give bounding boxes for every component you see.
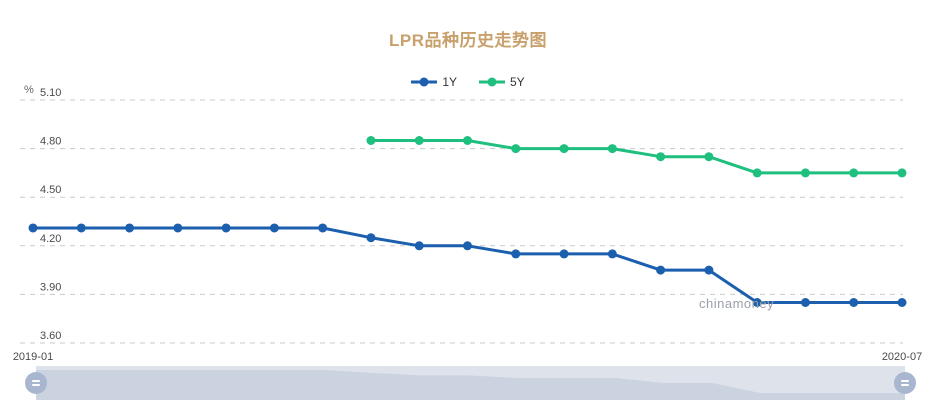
data-point-5y[interactable] — [704, 152, 714, 162]
legend-item-1y[interactable]: 1Y — [411, 75, 457, 89]
data-point-1y[interactable] — [849, 298, 859, 307]
data-point-5y[interactable] — [849, 168, 859, 178]
data-point-5y[interactable] — [559, 144, 569, 154]
legend-label-1y: 1Y — [442, 75, 457, 89]
data-point-1y[interactable] — [269, 223, 279, 233]
data-point-1y[interactable] — [704, 265, 714, 275]
datazoom-left-handle-icon[interactable] — [25, 372, 47, 394]
chart-title: LPR品种历史走势图 — [389, 31, 547, 50]
legend-item-5y[interactable]: 5Y — [479, 75, 525, 89]
datazoom-track[interactable] — [36, 366, 905, 400]
x-axis-label: 2020-07 — [882, 351, 922, 363]
datazoom-slider[interactable] — [25, 366, 916, 400]
data-point-1y[interactable] — [173, 223, 183, 233]
datazoom-right-handle-icon[interactable] — [894, 372, 916, 394]
data-point-5y[interactable] — [607, 144, 617, 154]
data-point-5y[interactable] — [897, 168, 907, 178]
y-tick-label: 4.80 — [40, 136, 61, 148]
legend-marker-1y-icon — [411, 77, 438, 87]
data-point-1y[interactable] — [511, 249, 521, 259]
data-point-1y[interactable] — [318, 223, 328, 233]
chart-legend: 1Y 5Y — [0, 75, 936, 89]
data-point-5y[interactable] — [800, 168, 810, 178]
y-axis-unit-label: % — [24, 84, 34, 96]
data-point-1y[interactable] — [463, 241, 472, 251]
data-point-1y[interactable] — [221, 223, 231, 233]
y-tick-label: 4.50 — [40, 184, 61, 196]
data-point-1y[interactable] — [366, 233, 376, 243]
series-line-5y — [370, 139, 902, 175]
data-point-1y[interactable] — [76, 223, 86, 233]
legend-marker-5y-icon — [479, 77, 505, 87]
data-point-1y[interactable] — [752, 298, 762, 307]
line-chart-plot-area[interactable]: 5.10 4.80 4.50 4.20 3.90 3.60% 2019-01 2020-07 — [0, 0, 936, 366]
y-tick-label: 3.60 — [40, 330, 61, 342]
data-point-5y[interactable] — [752, 168, 762, 178]
series-line-1y — [33, 226, 902, 304]
data-point-1y[interactable] — [800, 298, 810, 307]
data-point-5y[interactable] — [511, 144, 521, 154]
data-point-5y[interactable] — [656, 152, 666, 162]
data-point-1y[interactable] — [656, 265, 666, 275]
data-point-1y[interactable] — [607, 249, 617, 259]
data-point-1y[interactable] — [125, 223, 135, 233]
data-point-1y[interactable] — [559, 249, 569, 259]
data-point-5y[interactable] — [366, 136, 376, 145]
y-tick-label: 3.90 — [40, 281, 61, 293]
watermark: chinamoney — [699, 296, 775, 311]
x-axis-label: 2019-01 — [13, 351, 53, 363]
data-point-1y[interactable] — [414, 241, 424, 251]
datazoom-data-shadow — [36, 370, 905, 400]
data-point-1y[interactable] — [897, 298, 907, 307]
y-tick-label: 4.20 — [40, 233, 61, 245]
y-tick-label: 5.10 — [40, 87, 61, 99]
data-point-5y[interactable] — [463, 136, 472, 145]
legend-label-5y: 5Y — [510, 75, 525, 89]
data-point-1y[interactable] — [28, 223, 38, 233]
data-point-5y[interactable] — [414, 136, 424, 145]
